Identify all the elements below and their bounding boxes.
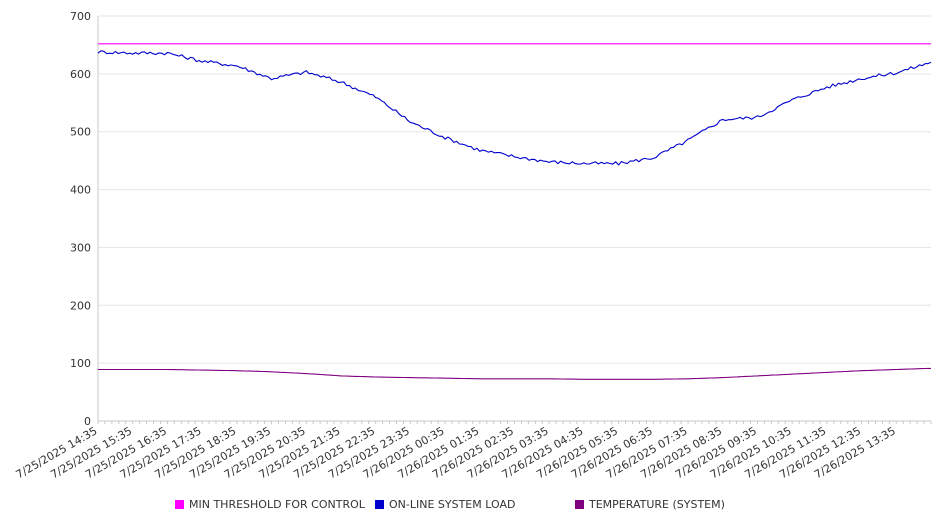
series-line-1	[97, 50, 932, 166]
legend-label-min-threshold: MIN THRESHOLD FOR CONTROL	[189, 498, 365, 511]
y-tick-label: 500	[70, 126, 91, 139]
legend-swatch-temperature	[575, 500, 584, 509]
legend: MIN THRESHOLD FOR CONTROL ON-LINE SYSTEM…	[0, 498, 946, 514]
y-tick-label: 700	[70, 10, 91, 23]
grid-lines	[98, 15, 931, 422]
y-tick-label: 600	[70, 68, 91, 81]
y-tick-label: 300	[70, 241, 91, 254]
y-tick-label: 100	[70, 357, 91, 370]
legend-item-temperature: TEMPERATURE (SYSTEM)	[575, 498, 725, 511]
legend-item-min-threshold: MIN THRESHOLD FOR CONTROL	[175, 498, 365, 511]
y-tick-label: 0	[84, 415, 91, 428]
y-tick-label: 200	[70, 299, 91, 312]
y-axis: 0 100 200 300 400 500 600 700	[70, 10, 99, 428]
legend-item-system-load: ON-LINE SYSTEM LOAD	[375, 498, 515, 511]
legend-swatch-system-load	[375, 500, 384, 509]
series-line-2	[98, 367, 931, 380]
legend-label-system-load: ON-LINE SYSTEM LOAD	[389, 498, 516, 511]
x-axis: 7/25/2025 14:357/25/2025 15:357/25/2025 …	[14, 420, 932, 481]
legend-label-temperature: TEMPERATURE (SYSTEM)	[589, 498, 725, 511]
legend-swatch-min-threshold	[175, 500, 184, 509]
series-lines	[97, 43, 932, 380]
y-tick-label: 400	[70, 184, 91, 197]
